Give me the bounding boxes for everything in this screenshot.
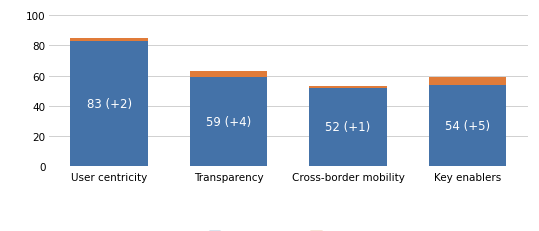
Bar [70, 39, 148, 42]
Bar [429, 78, 507, 85]
Bar [70, 42, 148, 166]
Text: 83 (+2): 83 (+2) [87, 97, 132, 110]
Bar [190, 72, 267, 78]
Legend: Overall score, Growth: Overall score, Growth [207, 229, 370, 231]
Text: 54 (+5): 54 (+5) [445, 119, 490, 132]
Bar [309, 88, 387, 166]
Text: 59 (+4): 59 (+4) [206, 116, 251, 128]
Bar [309, 87, 387, 88]
Bar [190, 78, 267, 166]
Bar [429, 85, 507, 166]
Text: 52 (+1): 52 (+1) [326, 121, 371, 134]
